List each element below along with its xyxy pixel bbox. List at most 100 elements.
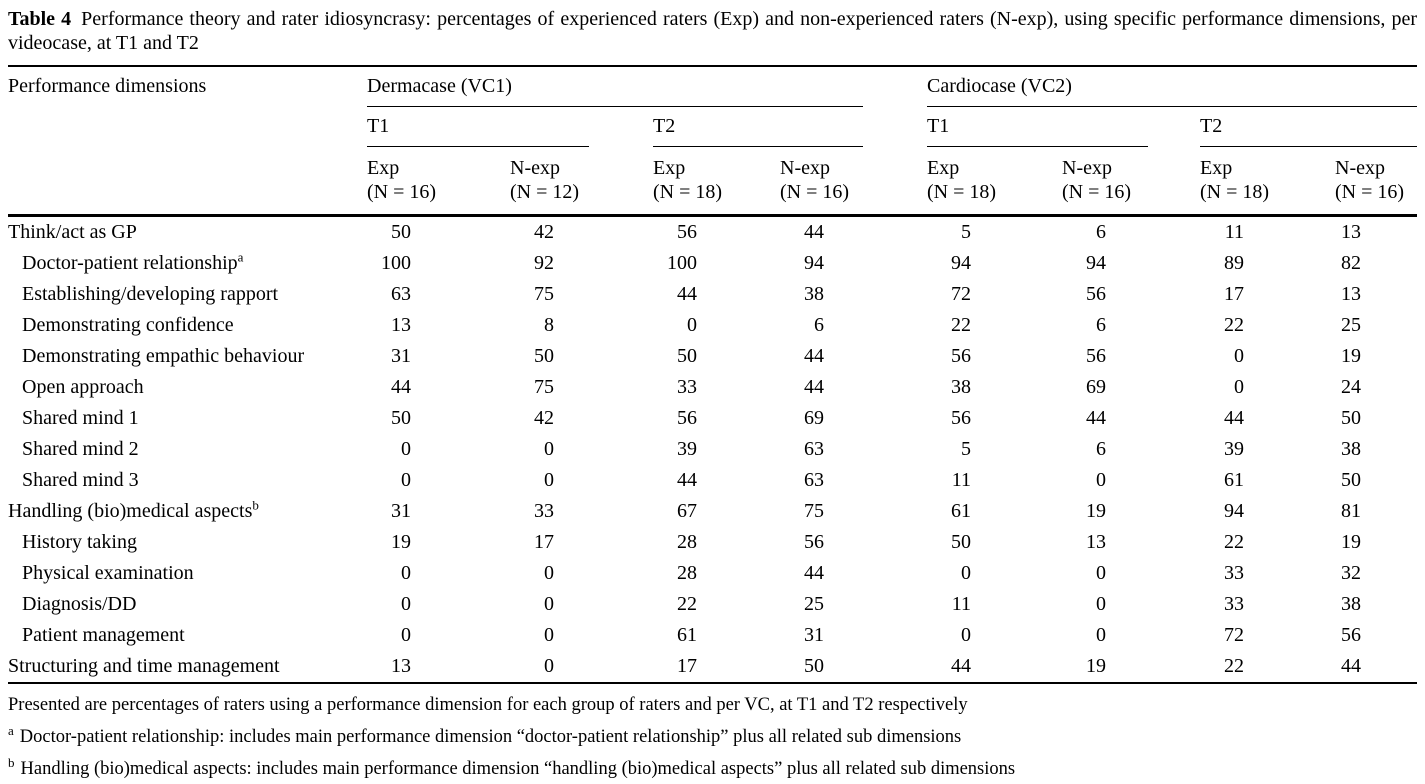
value-cell: 100 [367,248,510,279]
dimension-label: Think/act as GP [8,216,367,249]
table-row: Shared mind 2 0 0 39 63 5 6 39 38 [8,434,1417,465]
header-row-times: T1 T2 T1 T2 [8,107,1418,147]
value: 0 [544,624,554,646]
table-row: Demonstrating empathic behaviour 31 50 50 44… [8,341,1417,372]
column-header-performance-dimensions: Performance dimensions [8,66,367,217]
value: 17 [677,655,697,677]
value-cell: 19 [1335,527,1417,558]
value-cell: 22 [1200,651,1335,683]
value: 0 [544,655,554,677]
value: 31 [391,500,411,522]
table-row: History taking 19 17 28 56 50 13 22 19 [8,527,1417,558]
value: 50 [677,345,697,367]
value: 44 [1086,407,1106,429]
dimension-label: Establishing/developing rapport [8,279,367,310]
dimension-label: Handling (bio)medical aspectsb [8,496,367,527]
time-header-vc2-t2: T2 [1200,107,1418,147]
value: 0 [401,469,411,491]
value-cell: 44 [1335,651,1417,683]
value-cell: 94 [780,248,927,279]
value-cell: 44 [1200,403,1335,434]
value: 5 [961,221,971,243]
dimension-label-text: Handling (bio)medical aspects [8,500,253,522]
value: 31 [804,624,824,646]
value: 28 [677,562,697,584]
value-cell: 0 [510,465,653,496]
value-cell: 44 [653,279,780,310]
col-header-vc2-t2-exp: Exp (N = 18) [1200,147,1335,217]
value: 19 [1086,655,1106,677]
value-cell: 31 [367,496,510,527]
value: 13 [1086,531,1106,553]
footnote-marker: b [252,497,259,513]
value-cell: 94 [1200,496,1335,527]
value: 38 [804,283,824,305]
value: 0 [544,438,554,460]
value: 0 [401,438,411,460]
value: 11 [951,469,971,491]
value-cell: 44 [367,372,510,403]
footnote: a Doctor-patient relationship: includes m… [8,722,1417,749]
value: 25 [1341,314,1361,336]
value-cell: 56 [927,403,1062,434]
value: 56 [951,345,971,367]
footnote-marker: a [8,722,14,738]
value-cell: 63 [367,279,510,310]
value: 13 [1341,283,1361,305]
table-row: Open approach 44 75 33 44 38 69 0 24 [8,372,1417,403]
value: 33 [534,500,554,522]
value: 0 [544,469,554,491]
value-cell: 11 [927,465,1062,496]
value: 44 [677,469,697,491]
footnote-text: Presented are percentages of raters usin… [8,695,968,715]
value-cell: 82 [1335,248,1417,279]
value: 63 [804,438,824,460]
value: 31 [391,345,411,367]
value-cell: 0 [1200,341,1335,372]
value: 75 [534,376,554,398]
value: 100 [381,252,411,274]
dimension-label: History taking [8,527,367,558]
value-cell: 0 [510,558,653,589]
value-cell: 50 [510,341,653,372]
time-header-vc2-t1: T1 [927,107,1200,147]
value-cell: 5 [927,216,1062,249]
value-cell: 13 [1062,527,1200,558]
value-cell: 50 [653,341,780,372]
dimension-label: Physical examination [8,558,367,589]
time-header-vc1-t2: T2 [653,107,927,147]
value: 22 [1224,531,1244,553]
value: 81 [1341,500,1361,522]
value: 56 [804,531,824,553]
value-cell: 0 [367,589,510,620]
value: 42 [534,221,554,243]
value: 24 [1341,376,1361,398]
value-cell: 31 [367,341,510,372]
value-cell: 75 [780,496,927,527]
value-cell: 92 [510,248,653,279]
value-cell: 44 [927,651,1062,683]
value: 13 [391,655,411,677]
value: 44 [391,376,411,398]
dimension-label-text: Diagnosis/DD [22,593,137,615]
value-cell: 56 [927,341,1062,372]
value: 17 [534,531,554,553]
value-cell: 44 [780,558,927,589]
value: 61 [677,624,697,646]
value: 6 [1096,221,1106,243]
value: 38 [1341,438,1361,460]
value: 94 [1224,500,1244,522]
dimension-label-text: Doctor-patient relationship [22,252,238,274]
value-cell: 75 [510,279,653,310]
table-caption-label: Table 4 [8,8,72,30]
header-row-groups: Performance dimensions Dermacase (VC1) C… [8,66,1418,217]
value-cell: 44 [1062,403,1200,434]
value-cell: 17 [653,651,780,683]
value: 42 [534,407,554,429]
table-caption-text: Performance theory and rater idiosyncras… [8,8,1418,54]
col-header-vc1-t1-exp: Exp (N = 16) [367,147,510,217]
value: 82 [1341,252,1361,274]
dimension-label: Shared mind 3 [8,465,367,496]
value-cell: 6 [1062,216,1200,249]
value: 0 [961,562,971,584]
